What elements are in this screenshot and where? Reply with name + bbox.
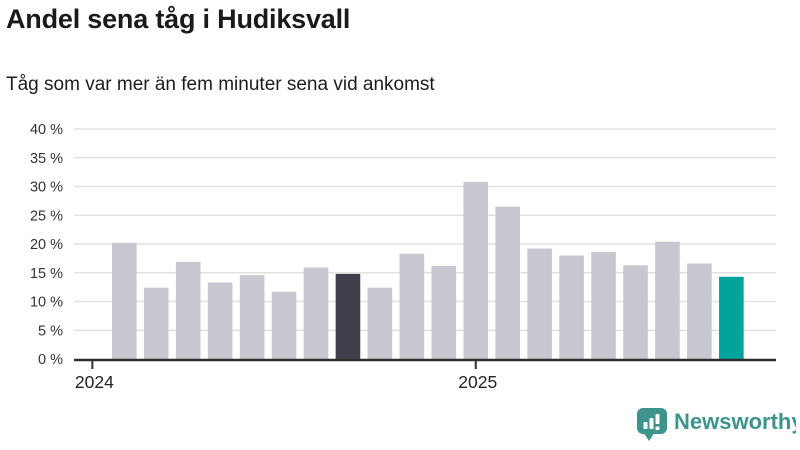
y-axis-tick-label: 0 % <box>38 352 63 368</box>
chart-subtitle: Tåg som var mer än fem minuter sena vid … <box>6 74 435 95</box>
newsworthy-logo-icon <box>637 408 667 441</box>
bar <box>175 261 201 359</box>
y-axis-tick-label: 15 % <box>30 266 63 282</box>
bar <box>527 248 552 359</box>
bar-chart-plot: 0 % 5 % 10 % 15 % 20 % 25 % 30 % 35 % 40 % 2024 20… <box>30 122 776 392</box>
y-axis-tick-label: 20 % <box>30 237 63 253</box>
bar <box>463 181 489 359</box>
bar <box>207 282 233 359</box>
bar <box>239 275 265 359</box>
y-axis-tick-label: 30 % <box>30 180 63 196</box>
bar <box>367 287 393 359</box>
bar <box>687 263 712 359</box>
bar <box>719 276 744 359</box>
bar <box>112 242 137 359</box>
bar <box>495 206 520 360</box>
bar <box>655 241 680 359</box>
y-axis-tick-label: 5 % <box>38 323 63 339</box>
bar <box>399 253 425 359</box>
bar <box>143 287 169 359</box>
brand-footer: Newsworthy <box>636 405 800 448</box>
x-axis-tick-label: 2024 <box>75 372 114 392</box>
y-axis-tick-label: 40 % <box>30 122 63 138</box>
bar <box>335 273 361 359</box>
newsworthy-logo: Newsworthy <box>637 408 800 441</box>
bar <box>623 265 648 359</box>
bar <box>559 255 584 359</box>
y-axis-tick-label: 35 % <box>30 151 63 167</box>
bar <box>431 265 457 359</box>
y-axis-tick-label: 10 % <box>30 295 63 311</box>
bar <box>591 252 616 359</box>
bar <box>271 291 297 359</box>
page-title: Andel sena tåg i Hudiksvall <box>6 4 351 34</box>
x-axis-tick-label: 2025 <box>458 372 497 392</box>
y-axis-tick-label: 25 % <box>30 208 63 224</box>
brand-name: Newsworthy <box>674 409 796 434</box>
bar <box>303 267 329 359</box>
